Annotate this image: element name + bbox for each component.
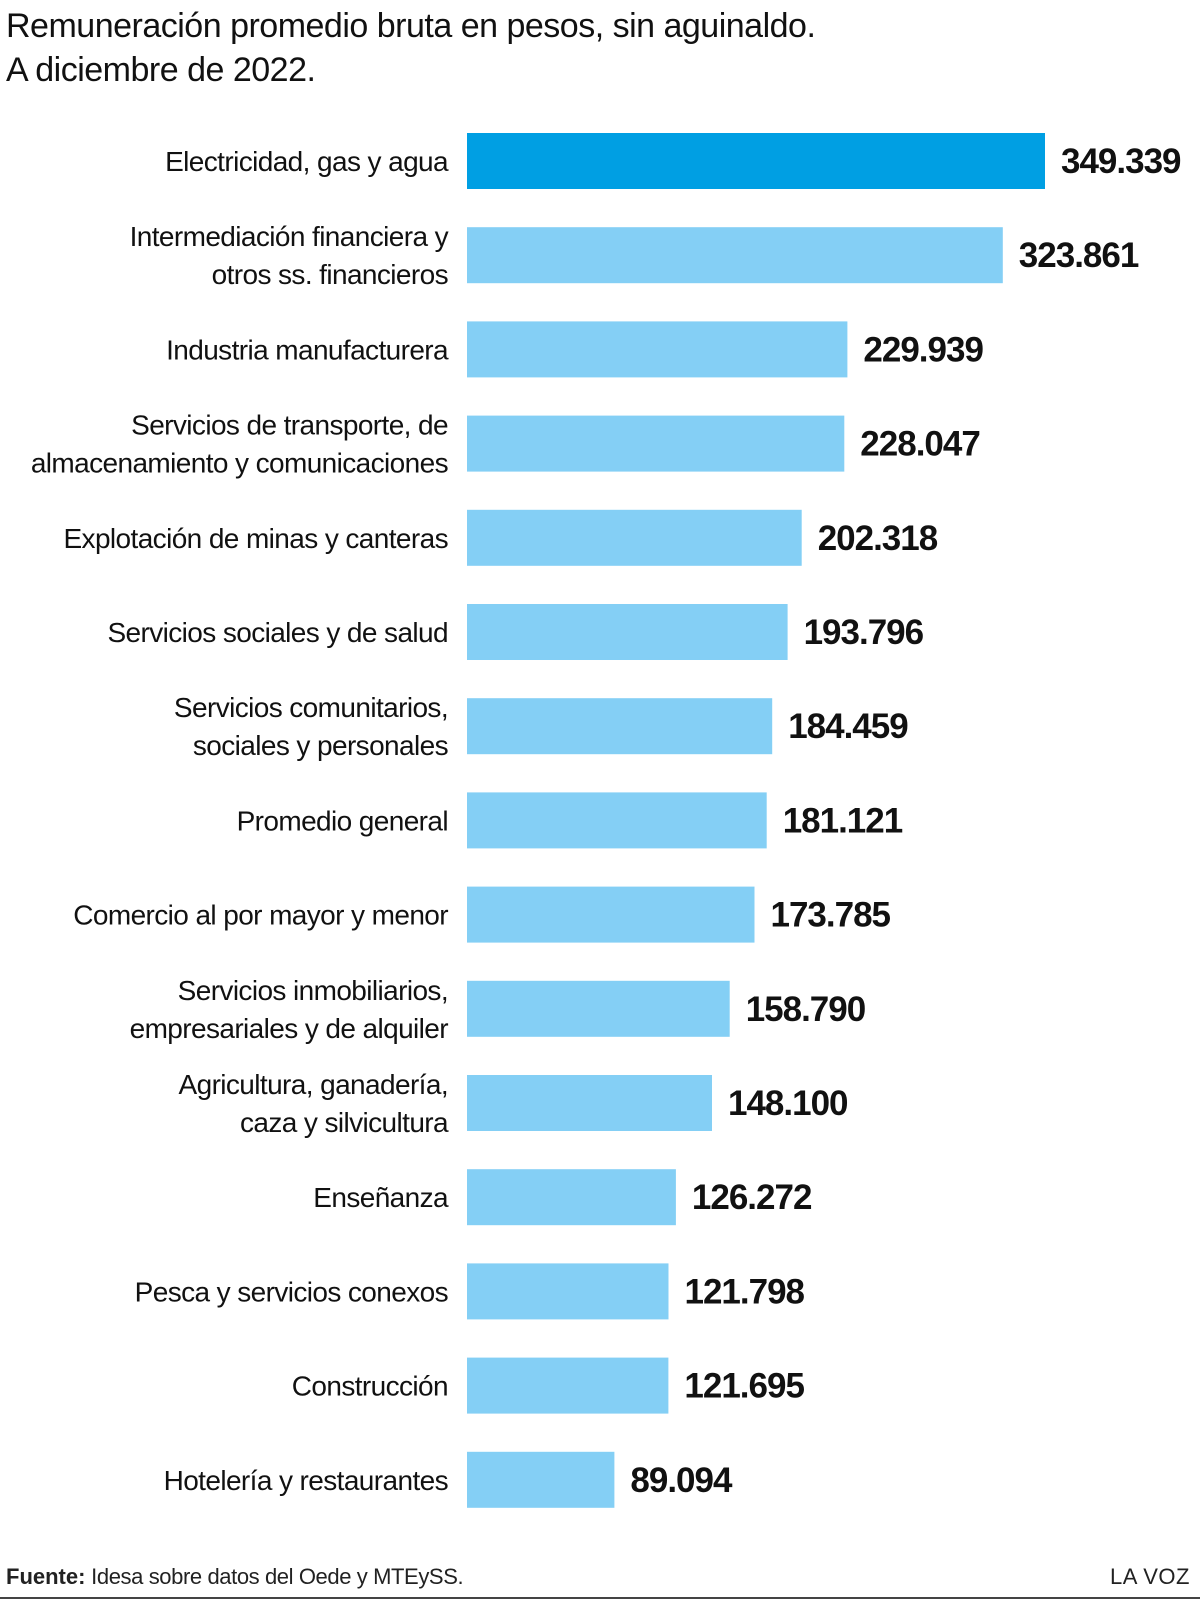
value-label: 148.100 — [728, 1084, 848, 1123]
bar — [467, 227, 1003, 284]
category-label-line: Servicios comunitarios, — [174, 692, 448, 723]
value-label: 173.785 — [771, 896, 891, 935]
bar-row: Enseñanza 126.272 — [313, 1169, 813, 1226]
source-text: Idesa sobre datos del Oede y MTEySS. — [85, 1564, 464, 1589]
category-label: Promedio general — [237, 805, 448, 836]
bar-chart: Electricidad, gas y agua 349.339 Intermedi… — [31, 133, 1182, 1508]
bar-row: Industria manufacturera 229.939 — [166, 321, 984, 378]
chart-title-line-2: A diciembre de 2022. — [6, 51, 316, 89]
brand-logo-text: LA VOZ — [1109, 1564, 1190, 1589]
category-label-line: otros ss. financieros — [212, 259, 448, 290]
category-label-line: almacenamiento y comunicaciones — [31, 448, 448, 479]
bar — [467, 1075, 712, 1131]
category-label: Agricultura, ganadería, caza y silvicultu… — [179, 1069, 450, 1138]
bottom-rule — [0, 1597, 1200, 1599]
bar — [467, 1169, 676, 1226]
bar — [467, 1451, 615, 1508]
bar-row: Servicios comunitarios, sociales y person… — [174, 692, 909, 761]
value-label: 184.459 — [788, 707, 908, 746]
value-label: 121.695 — [684, 1367, 804, 1406]
category-label-line: Comercio al por mayor y menor — [73, 900, 448, 931]
bar — [467, 886, 755, 943]
value-label: 126.272 — [692, 1178, 812, 1217]
bar — [467, 1263, 669, 1320]
category-label-line: Agricultura, ganadería, — [179, 1069, 448, 1100]
category-label-line: Intermediación financiera y — [130, 221, 449, 252]
bar-row: Pesca y servicios conexos 121.798 — [135, 1263, 806, 1320]
category-label: Explotación de minas y canteras — [63, 523, 448, 554]
category-label-line: empresariales y de alquiler — [130, 1013, 449, 1044]
category-label: Servicios sociales y de salud — [107, 617, 448, 648]
category-label-line: Industria manufacturera — [166, 334, 449, 365]
category-label: Enseñanza — [313, 1182, 449, 1213]
bar-row: Promedio general 181.121 — [237, 792, 904, 849]
category-label: Servicios de transporte, de almacenamient… — [31, 410, 448, 479]
bar — [467, 604, 788, 660]
bar — [467, 133, 1045, 189]
bar — [467, 698, 773, 755]
bar-row: Intermediación financiera y otros ss. fin… — [130, 221, 1140, 290]
category-label: Comercio al por mayor y menor — [73, 900, 448, 931]
bar-row: Construcción 121.695 — [292, 1357, 805, 1414]
bar-row: Servicios inmobiliarios, empresariales y … — [130, 975, 867, 1044]
source-label: Fuente: — [6, 1564, 86, 1589]
category-label-line: Enseñanza — [313, 1182, 449, 1213]
bar — [467, 321, 848, 378]
category-label: Industria manufacturera — [166, 334, 449, 365]
category-label-line: Hotelería y restaurantes — [164, 1465, 448, 1496]
bar-row: Hotelería y restaurantes 89.094 — [164, 1451, 734, 1508]
category-label: Construcción — [292, 1371, 448, 1402]
category-label-line: Explotación de minas y canteras — [63, 523, 448, 554]
category-label: Pesca y servicios conexos — [135, 1276, 448, 1307]
bar — [467, 509, 802, 566]
value-label: 89.094 — [630, 1461, 733, 1500]
category-label: Servicios inmobiliarios, empresariales y … — [130, 975, 449, 1044]
value-label: 193.796 — [804, 613, 924, 652]
value-label: 349.339 — [1061, 142, 1181, 181]
value-label: 121.798 — [685, 1272, 805, 1311]
footer: Fuente: Idesa sobre datos del Oede y MTE… — [6, 1564, 1194, 1594]
bar-row: Explotación de minas y canteras 202.318 — [63, 509, 939, 566]
value-label: 228.047 — [860, 425, 980, 464]
category-label-line: sociales y personales — [193, 730, 448, 761]
bar — [467, 1357, 669, 1414]
bar-row: Servicios de transporte, de almacenamient… — [31, 410, 981, 479]
category-label-line: Servicios inmobiliarios, — [178, 975, 448, 1006]
value-label: 323.861 — [1019, 236, 1139, 275]
value-label: 158.790 — [746, 990, 866, 1029]
category-label-line: Servicios sociales y de salud — [107, 617, 448, 648]
bar — [467, 792, 767, 849]
bar-row: Comercio al por mayor y menor 173.785 — [73, 886, 892, 943]
category-label-line: Servicios de transporte, de — [131, 410, 448, 441]
category-label-line: Construcción — [292, 1371, 448, 1402]
category-label-line: caza y silvicultura — [240, 1107, 449, 1138]
category-label-line: Promedio general — [237, 805, 448, 836]
bar-row: Servicios sociales y de salud 193.796 — [107, 604, 925, 660]
category-label: Electricidad, gas y agua — [165, 146, 449, 177]
category-label-line: Pesca y servicios conexos — [135, 1276, 448, 1307]
chart-title: Remuneración promedio bruta en pesos, si… — [6, 4, 1186, 92]
bar-row: Agricultura, ganadería, caza y silvicultu… — [179, 1069, 850, 1138]
category-label: Servicios comunitarios, sociales y person… — [174, 692, 448, 761]
category-label: Hotelería y restaurantes — [164, 1465, 448, 1496]
bar — [467, 415, 845, 472]
value-label: 181.121 — [783, 801, 903, 840]
category-label: Intermediación financiera y otros ss. fin… — [130, 221, 449, 290]
chart-title-line-1: Remuneración promedio bruta en pesos, si… — [6, 7, 816, 45]
category-label-line: Electricidad, gas y agua — [165, 146, 449, 177]
bar — [467, 980, 730, 1037]
value-label: 229.939 — [863, 330, 983, 369]
bar-row: Electricidad, gas y agua 349.339 — [165, 133, 1182, 189]
value-label: 202.318 — [818, 519, 938, 558]
